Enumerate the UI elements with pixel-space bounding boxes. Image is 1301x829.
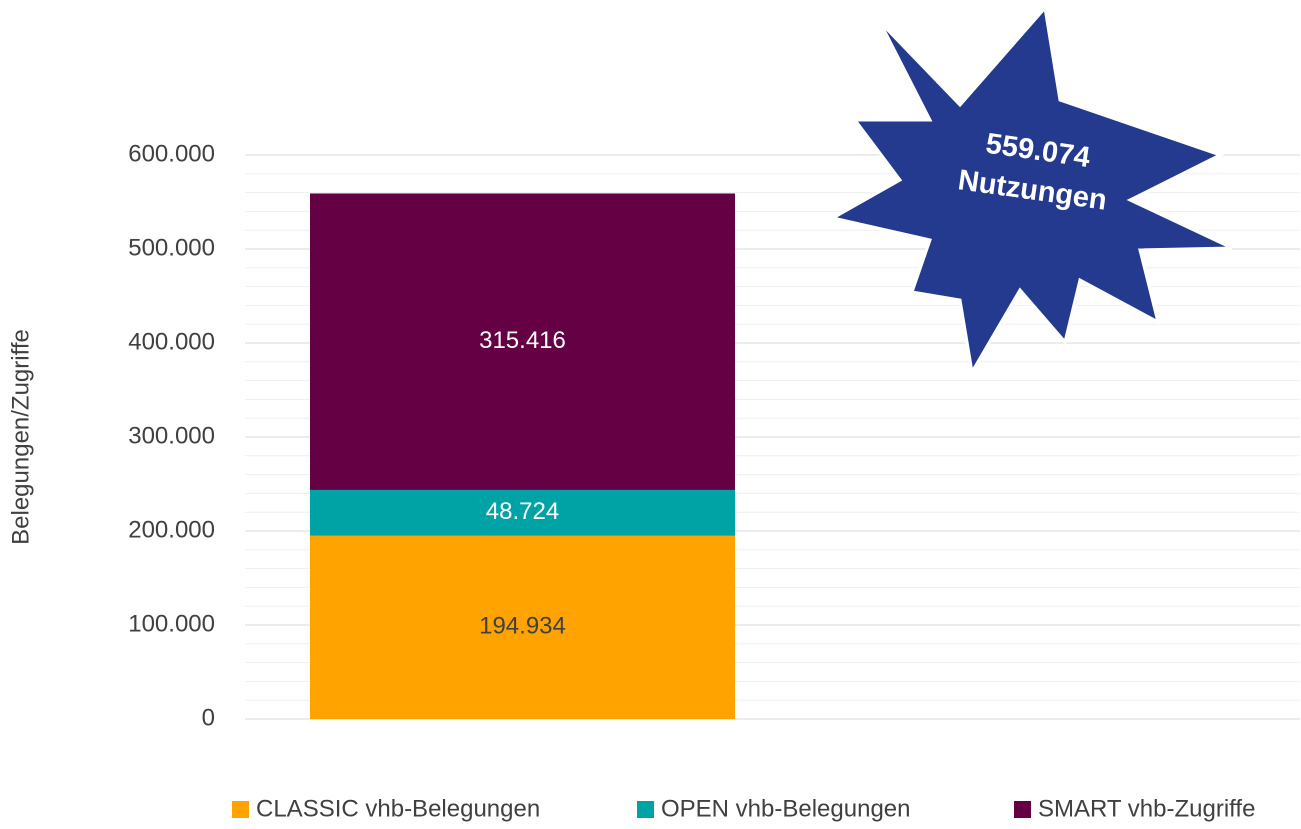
legend-swatch (1014, 801, 1031, 818)
bar-segment (310, 193, 735, 490)
y-axis-label: Belegungen/Zugriffe (7, 329, 34, 545)
bar-segment (310, 489, 735, 536)
legend: CLASSIC vhb-Belegungen OPEN vhb-Belegunge… (232, 795, 1255, 822)
legend-label: OPEN vhb-Belegungen (661, 795, 911, 822)
data-label: 315.416 (479, 327, 566, 354)
y-tick-label: 200.000 (128, 516, 215, 543)
data-label: 48.724 (486, 498, 559, 525)
bar-segment (310, 535, 735, 719)
data-label: 194.934 (479, 613, 566, 640)
y-tick-label: 0 (202, 704, 215, 731)
y-tick-label: 100.000 (128, 610, 215, 637)
y-tick-label: 500.000 (128, 234, 215, 261)
y-tick-label: 600.000 (128, 140, 215, 167)
starburst-shape (828, 4, 1233, 377)
legend-swatch (232, 801, 249, 818)
y-tick-label: 400.000 (128, 328, 215, 355)
legend-label: SMART vhb-Zugriffe (1038, 795, 1255, 822)
starburst: 559.074 Nutzungen (828, 4, 1233, 377)
y-tick-label: 300.000 (128, 422, 215, 449)
legend-swatch (637, 801, 654, 818)
legend-label: CLASSIC vhb-Belegungen (256, 795, 540, 822)
